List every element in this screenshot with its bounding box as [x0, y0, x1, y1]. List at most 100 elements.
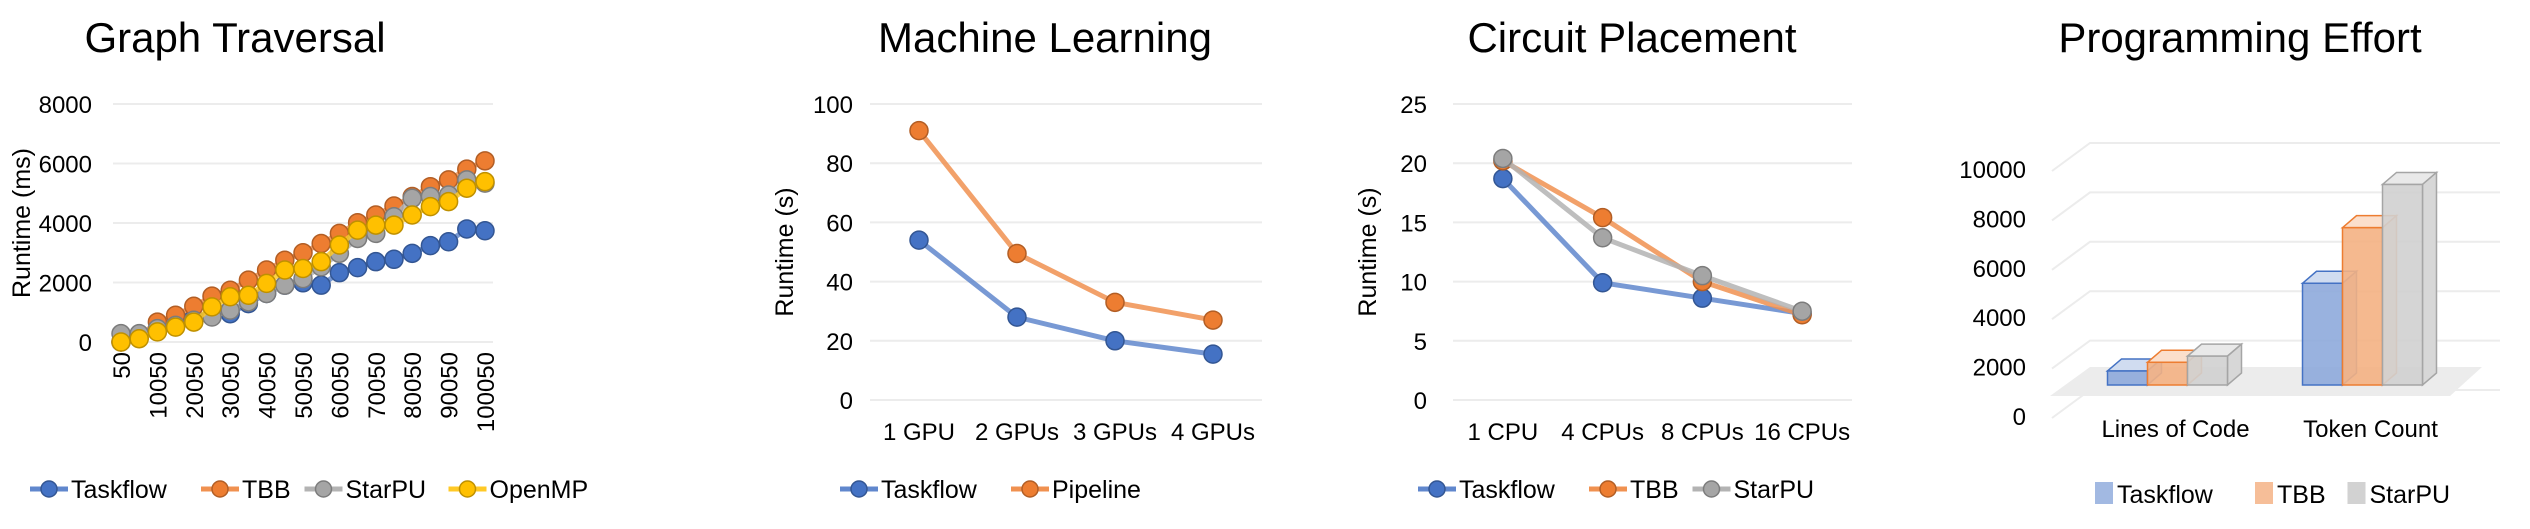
series-taskflow — [909, 230, 1223, 364]
y-tick-label: 15 — [1400, 210, 1427, 237]
data-point — [909, 120, 929, 141]
y-tick-label: 4000 — [39, 211, 92, 238]
bar-front — [2106, 370, 2149, 386]
y-axis-label: Runtime (s) — [1354, 187, 1382, 316]
legend-item-taskflow: Taskflow — [1418, 476, 1556, 504]
data-point — [347, 257, 368, 278]
y-tick-label: 20 — [826, 329, 853, 356]
x-tick-label: 10050 — [145, 352, 172, 419]
legend-label: StarPU — [1734, 476, 1815, 504]
legend-item-taskflow: Taskflow — [30, 476, 168, 504]
gridline — [2051, 191, 2500, 222]
data-point — [220, 287, 240, 307]
x-category-label: 8 CPUs — [1661, 419, 1744, 446]
y-tick-label: 4000 — [1973, 305, 2026, 332]
y-tick-label: 0 — [840, 388, 853, 415]
data-point — [311, 233, 331, 254]
legend-swatch — [2347, 482, 2366, 504]
data-point — [1592, 273, 1613, 293]
x-category-label: Lines of Code — [2101, 416, 2249, 443]
x-tick-label: 90050 — [437, 352, 464, 419]
data-point — [438, 231, 459, 252]
y-tick-label: 6000 — [1973, 256, 2026, 283]
y-tick-label: 8000 — [1973, 206, 2026, 233]
y-tick-label: 0 — [2013, 404, 2026, 431]
legend-swatch — [2095, 482, 2113, 504]
legend-marker — [211, 480, 229, 498]
x-tick-label: 80050 — [400, 352, 427, 419]
y-tick-label: 6000 — [39, 152, 92, 179]
y-tick-label: 0 — [1414, 388, 1427, 415]
bar-side — [2421, 170, 2438, 387]
data-point — [384, 249, 404, 270]
data-point — [1007, 307, 1027, 327]
y-tick-label: 80 — [826, 151, 853, 178]
legend-marker — [314, 480, 333, 498]
series-openmp — [111, 171, 495, 352]
legend-marker — [1428, 480, 1446, 498]
x-category-label: Token Count — [2303, 416, 2438, 443]
data-point — [909, 230, 929, 250]
series-line — [1501, 156, 1803, 314]
data-point — [1692, 265, 1713, 286]
data-point — [457, 178, 477, 198]
y-tick-label: 25 — [1400, 92, 1427, 119]
data-point — [293, 258, 313, 279]
series-line — [1501, 158, 1803, 318]
x-tick-label: 40050 — [255, 352, 282, 419]
data-point — [111, 332, 131, 352]
data-point — [1105, 331, 1125, 351]
data-point — [311, 275, 331, 295]
x-tick-label: 70050 — [364, 352, 391, 419]
y-tick-label: 2000 — [39, 271, 92, 298]
chart-panel-2: Circuit Placement 0 5 10 15 20 25 Runtime (s) 1 … — [1354, 14, 1852, 504]
legend-item-starpu: StarPU — [304, 476, 426, 504]
chart-panel-1: Machine Learning 0 20 40 60 80 100 Runtime (s) 1… — [771, 14, 1262, 504]
data-point — [475, 171, 495, 192]
x-category-label: 2 GPUs — [975, 419, 1059, 446]
legend-label: Taskflow — [2117, 481, 2214, 509]
legend-swatch — [2255, 482, 2273, 504]
data-point — [438, 191, 459, 212]
chart-title: Machine Learning — [878, 14, 1212, 61]
bar-front — [2341, 226, 2384, 386]
x-category-label: 1 CPU — [1468, 419, 1539, 446]
legend-label: StarPU — [2370, 481, 2451, 509]
chart-title: Circuit Placement — [1467, 14, 1796, 61]
legend-label: TBB — [1630, 476, 1679, 504]
data-point — [347, 220, 368, 240]
y-tick-label: 100 — [813, 92, 853, 119]
x-tick-label: 50050 — [291, 352, 318, 419]
y-tick-label: 40 — [826, 270, 853, 297]
legend-marker — [1702, 480, 1721, 498]
bar-front — [2301, 282, 2344, 386]
series-starpu — [1493, 148, 1812, 321]
x-tick-label: 60050 — [327, 352, 354, 419]
legend-marker — [850, 480, 868, 498]
y-tick-label: 10 — [1400, 270, 1427, 297]
legend-marker — [1599, 480, 1617, 498]
series-line — [917, 238, 1214, 357]
data-point — [1105, 292, 1125, 313]
bar — [2185, 342, 2244, 387]
legend-item-starpu: StarPU — [1692, 476, 1815, 504]
legend-label: TBB — [242, 476, 291, 504]
x-category-label: 4 GPUs — [1171, 419, 1255, 446]
data-point — [129, 328, 149, 349]
data-point — [1203, 310, 1223, 330]
x-category-label: 3 GPUs — [1073, 419, 1157, 446]
bar — [2380, 170, 2439, 387]
bar-front — [2381, 183, 2424, 386]
data-point — [475, 220, 495, 241]
data-point — [329, 262, 350, 283]
data-point — [366, 251, 386, 272]
bar-front — [2146, 361, 2189, 386]
data-point — [1692, 288, 1713, 308]
data-point — [275, 260, 295, 280]
y-axis-label: Runtime (ms) — [8, 148, 36, 298]
x-tick-label: 50 — [109, 352, 136, 379]
legend-marker — [40, 480, 58, 498]
x-category-label: 1 GPU — [883, 419, 955, 446]
data-point — [402, 205, 422, 225]
y-axis-label: Runtime (s) — [771, 187, 799, 316]
